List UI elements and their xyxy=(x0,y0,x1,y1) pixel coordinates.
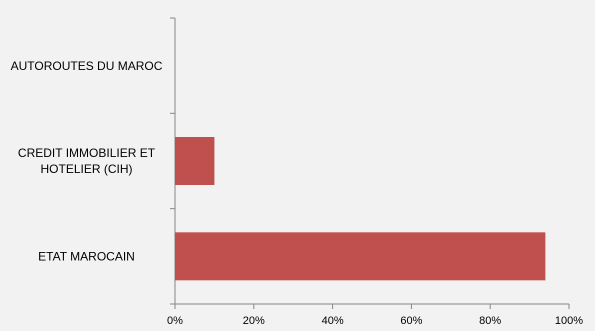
x-tick-label: 60% xyxy=(400,315,422,326)
category-label: ETAT MAROCAIN xyxy=(38,250,135,264)
category-label: HOTELIER (CIH) xyxy=(40,162,132,176)
category-label: AUTOROUTES DU MAROC xyxy=(11,59,163,73)
x-tick-label: 100% xyxy=(555,315,583,326)
bar xyxy=(175,137,215,185)
x-tick-label: 80% xyxy=(479,315,501,326)
x-tick-label: 20% xyxy=(243,315,265,326)
x-tick-label: 40% xyxy=(322,315,344,326)
bar xyxy=(175,232,546,281)
category-label: CREDIT IMMOBILIER ET xyxy=(18,146,156,160)
x-tick-label: 0% xyxy=(167,315,183,326)
